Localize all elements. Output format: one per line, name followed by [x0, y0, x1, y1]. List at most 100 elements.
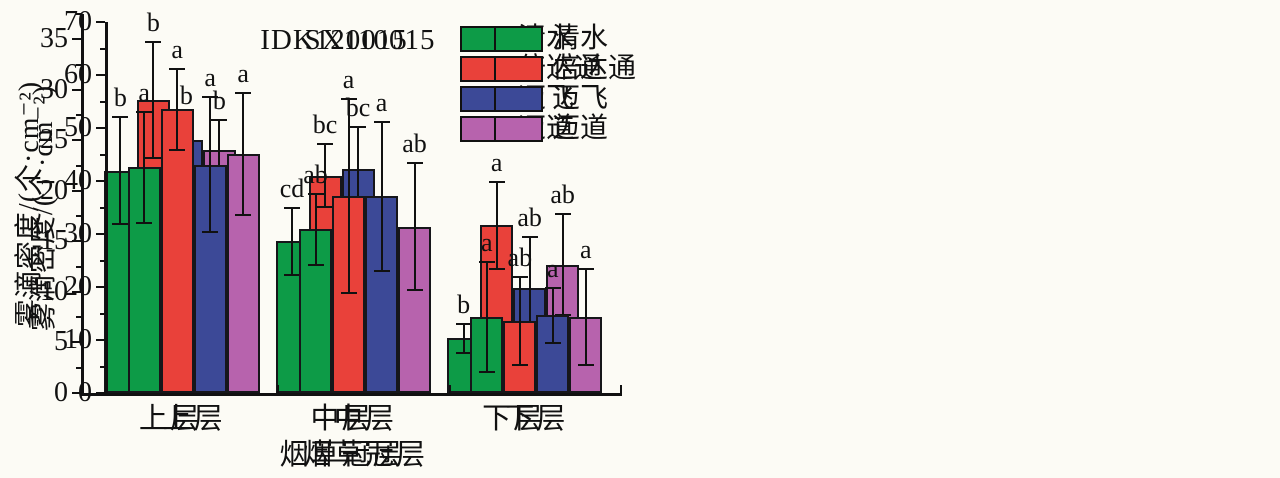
significance-letter: a — [481, 228, 493, 258]
error-bar-cap-top — [577, 268, 594, 271]
error-bar — [485, 263, 488, 372]
x-tick-label: 上层 — [162, 403, 225, 435]
significance-letter: a — [237, 58, 249, 88]
error-bar — [584, 270, 587, 365]
x-tick-label: 中层 — [333, 403, 397, 435]
y-major-tick — [72, 341, 81, 344]
y-tick-label: 0 — [54, 377, 68, 408]
bar — [503, 320, 537, 393]
significance-letter: b — [113, 83, 127, 113]
significance-letter: ab — [517, 203, 542, 233]
y-tick-label: 20 — [64, 271, 92, 302]
error-bar — [413, 164, 416, 290]
error-bar-cap-bottom — [235, 214, 252, 217]
y-tick-label: 20 — [40, 174, 68, 206]
chart-title: SX110015 — [304, 24, 436, 56]
y-major-tick — [96, 180, 105, 182]
legend-item: 清水 — [494, 25, 636, 53]
y-tick-label: 60 — [64, 59, 92, 90]
bar — [160, 109, 194, 393]
error-bar-cap-bottom — [340, 291, 357, 294]
x-axis-label: 烟草冠层 — [302, 439, 428, 471]
significance-letter: ab — [507, 243, 533, 272]
y-major-tick — [96, 21, 105, 23]
significance-letter: ab — [402, 129, 427, 159]
error-bar — [495, 182, 498, 268]
y-minor-tick — [76, 316, 81, 319]
y-tick-label: 15 — [40, 225, 68, 257]
x-tick-label: 下层 — [505, 403, 568, 435]
y-minor-tick — [100, 206, 105, 209]
significance-letter: b — [179, 81, 193, 111]
y-minor-tick — [100, 153, 105, 156]
error-bar-cap-top — [340, 97, 357, 100]
error-bar-cap-top — [307, 192, 324, 195]
significance-letter: ab — [550, 180, 575, 210]
y-minor-tick — [100, 312, 105, 315]
y-tick-label: 10 — [64, 324, 92, 355]
y-minor-tick — [100, 100, 105, 103]
error-bar-cap-bottom — [455, 351, 472, 354]
error-bar-cap-top — [488, 180, 505, 183]
error-bar — [143, 112, 146, 222]
significance-letter: a — [490, 147, 503, 177]
y-major-tick — [72, 392, 81, 394]
x-boundary-tick — [620, 385, 622, 393]
error-bar — [528, 238, 531, 338]
y-minor-tick — [100, 259, 105, 262]
error-bar — [242, 93, 245, 215]
error-bar — [518, 278, 521, 364]
significance-letter: a — [204, 63, 216, 93]
significance-letter: a — [375, 88, 388, 118]
y-tick-label: 30 — [64, 218, 92, 249]
significance-letter: b — [146, 8, 160, 38]
plot-area: 0 10 20 30 40 50 60 70 a a a a 上层 ab a a ab 中层 a ab a a 下层 烟草冠层 — [64, 8, 622, 470]
error-bar — [561, 215, 564, 315]
y-major-tick — [96, 392, 105, 394]
error-bar-cap-bottom — [202, 230, 219, 233]
error-bar-cap-top — [521, 236, 538, 239]
error-bar-cap-top — [284, 207, 300, 210]
error-bar-cap-top — [112, 116, 129, 119]
x-tick-label: 中层 — [310, 403, 373, 435]
error-bar — [152, 43, 155, 157]
significance-letter: ab — [303, 159, 328, 189]
y-tick-label: 10 — [40, 275, 68, 307]
significance-letter: a — [342, 64, 355, 94]
significance-letter: a — [171, 35, 183, 65]
legend-item: 迈飞 — [494, 85, 636, 113]
y-minor-tick — [76, 366, 81, 369]
significance-letter: b — [457, 290, 471, 320]
chart-panel-right: 0 10 20 30 40 50 60 70 a a a a 上层 ab a a ab 中层 a ab a a 下层 烟草冠层… — [28, 8, 636, 470]
error-bar — [357, 128, 359, 210]
error-bar-cap-top — [136, 110, 153, 113]
significance-letter: a — [580, 235, 592, 265]
y-major-tick — [72, 139, 81, 142]
error-bar-cap-top — [169, 68, 186, 71]
y-major-tick — [96, 74, 105, 76]
x-boundary-tick — [448, 385, 451, 393]
error-bar-cap-top — [554, 213, 571, 216]
error-bar-cap-bottom — [284, 273, 300, 276]
error-bar — [209, 98, 212, 231]
significance-letter: b — [212, 86, 226, 116]
y-minor-tick — [100, 365, 105, 368]
error-bar — [551, 288, 554, 342]
y-major-tick — [96, 339, 105, 341]
error-bar — [380, 123, 383, 270]
y-axis-spine — [105, 22, 108, 396]
error-bar — [176, 70, 179, 149]
y-axis-label: 雾滴密度/(个·cm⁻²) — [28, 84, 59, 331]
legend-swatch — [494, 26, 543, 52]
error-bar-cap-bottom — [511, 363, 528, 366]
y-tick-label: 30 — [40, 73, 68, 105]
y-major-tick — [96, 127, 105, 129]
y-tick-label: 5 — [54, 326, 68, 358]
y-major-tick — [96, 286, 105, 288]
error-bar-cap-bottom — [577, 364, 594, 367]
error-bar-cap-bottom — [145, 156, 162, 159]
y-minor-tick — [100, 47, 105, 50]
legend: 清水 倍达通 迈飞 迈道 — [494, 25, 636, 146]
y-major-tick — [72, 88, 81, 91]
y-minor-tick — [76, 164, 81, 167]
